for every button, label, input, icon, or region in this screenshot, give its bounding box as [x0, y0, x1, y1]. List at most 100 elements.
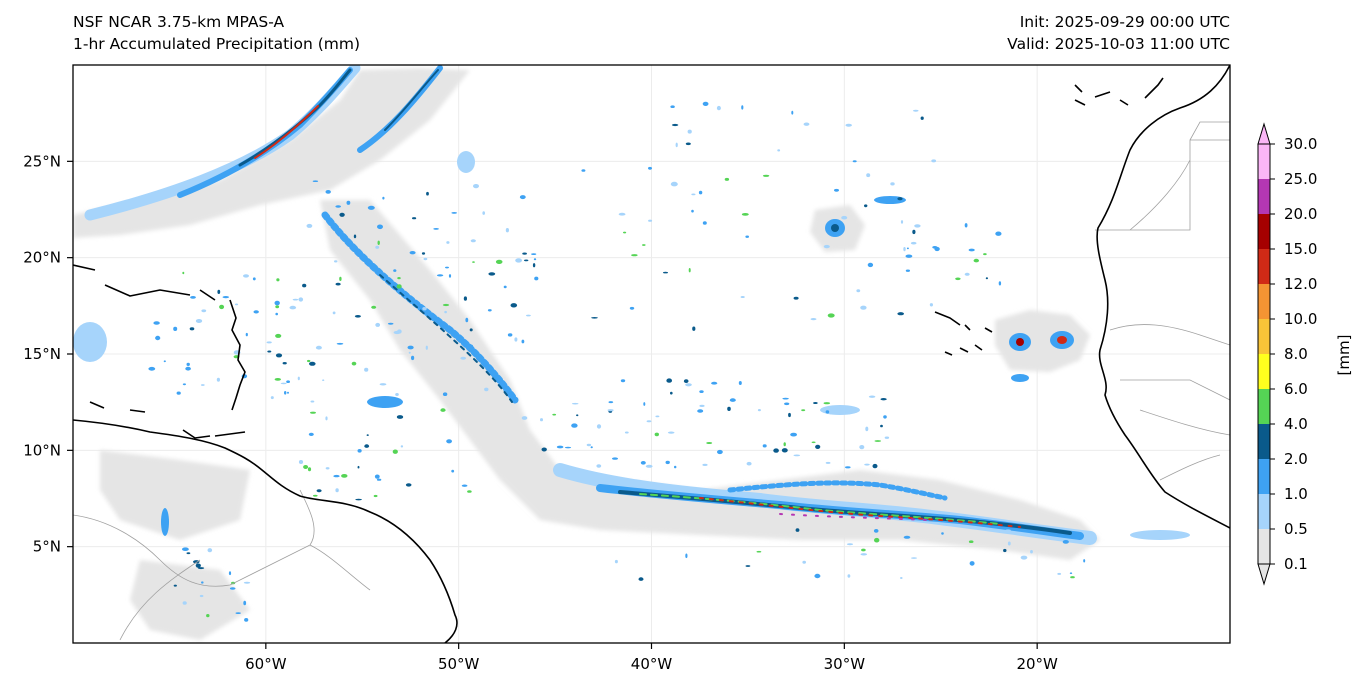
precip-speck: [377, 224, 383, 230]
precip-speck: [890, 182, 895, 186]
precip-speck: [201, 309, 207, 313]
precip-speck: [596, 424, 602, 429]
precip-speck: [469, 344, 474, 348]
precip-speck: [716, 105, 721, 111]
precip-speck: [880, 424, 883, 428]
precip-speck: [897, 197, 903, 201]
precip-speck: [307, 359, 311, 363]
precip-speck: [488, 272, 496, 276]
precip-speck: [339, 212, 345, 217]
precip-speck: [472, 261, 475, 263]
precip-speck: [746, 461, 752, 466]
precip-speck: [303, 465, 309, 469]
border-south-america: [73, 489, 371, 641]
precip-speck: [773, 448, 779, 453]
precip-speck: [514, 337, 518, 342]
precip-speck: [688, 268, 691, 273]
precip-speck: [310, 400, 315, 403]
precip-speck: [507, 333, 513, 337]
precip-speck: [631, 254, 638, 257]
precip-speck: [524, 259, 529, 262]
coastline-cape-verde: [934, 311, 993, 356]
precip-speck: [325, 416, 328, 421]
precip-speck: [911, 557, 917, 559]
map-plot-area: [73, 65, 1230, 643]
precip-speck: [267, 350, 272, 353]
precip-speck: [788, 412, 791, 418]
precip-speck: [571, 423, 578, 428]
precip-speck: [364, 444, 370, 448]
precip-speck: [375, 245, 380, 249]
precip-speck: [245, 332, 248, 337]
colorbar-tick-label: 20.0: [1284, 205, 1317, 223]
precip-speck: [868, 395, 876, 398]
map-title-right: Init: 2025-09-29 00:00 UTC Valid: 2025-1…: [1007, 11, 1230, 55]
precip-speck: [903, 535, 911, 539]
precip-speck: [307, 467, 312, 472]
precip-cell: [457, 151, 475, 173]
precip-speck: [608, 401, 614, 404]
precip-speck: [845, 123, 852, 127]
precip-speck: [400, 445, 404, 448]
coastlines: [73, 65, 1230, 643]
precip-speck: [322, 379, 325, 382]
precip-speck: [790, 432, 797, 437]
precip-speck: [252, 277, 256, 281]
precip-speck: [783, 442, 786, 447]
precip-speck: [815, 444, 821, 449]
precip-speck: [531, 253, 537, 256]
precip-speck: [308, 432, 314, 436]
precip-speck: [699, 390, 704, 393]
precip-speck: [691, 209, 694, 213]
precip-speck: [860, 553, 868, 556]
precip-speck: [407, 345, 414, 350]
precip-cell: [1016, 338, 1024, 346]
precip-speck: [244, 618, 249, 622]
precip-speck: [444, 310, 447, 314]
precip-speck: [914, 224, 921, 228]
precip-speck: [176, 391, 181, 395]
precip-speck: [298, 297, 304, 302]
precip-speck: [243, 274, 249, 278]
precip-speck: [813, 402, 818, 404]
precip-speck: [777, 149, 781, 152]
colorbar-segment: [1258, 494, 1270, 529]
precip-cell: [367, 396, 403, 408]
precip-speck: [274, 300, 280, 306]
precip-speck: [280, 382, 287, 385]
precip-cell: [820, 405, 860, 415]
precip-speck: [182, 547, 189, 551]
colorbar-segment: [1258, 249, 1270, 284]
precip-speck: [654, 432, 659, 437]
precip-speck: [366, 434, 369, 436]
precip-speck: [969, 561, 975, 566]
precip-speck: [222, 296, 230, 299]
colorbar-tick-label: 30.0: [1284, 135, 1317, 153]
precip-speck: [503, 285, 507, 289]
precip-speck: [612, 457, 618, 460]
colorbar-tick-label: 0.1: [1284, 555, 1308, 573]
precip-speck: [217, 289, 221, 294]
precip-speck: [670, 181, 678, 187]
precip-speck: [762, 444, 767, 448]
precip-speck: [738, 381, 742, 385]
precip-speck: [671, 123, 679, 127]
precip-speck: [306, 223, 313, 228]
precip-speck: [697, 409, 704, 413]
precip-speck: [467, 490, 472, 493]
precip-speck: [741, 105, 744, 110]
precip-speck: [998, 281, 1002, 286]
colorbar-tick-label: 10.0: [1284, 310, 1317, 328]
precip-speck: [912, 229, 916, 235]
precip-speck: [470, 239, 476, 243]
colorbar-tick-label: 8.0: [1284, 345, 1308, 363]
precip-speck: [810, 318, 817, 321]
precip-speck: [586, 443, 592, 447]
model-name: NSF NCAR 3.75-km MPAS-A: [73, 13, 285, 31]
precip-speck: [521, 416, 528, 420]
precip-speck: [741, 213, 749, 216]
lat-tick-label: 20°N: [23, 249, 61, 267]
colorbar-tick-label: 6.0: [1284, 380, 1308, 398]
precip-speck: [699, 404, 705, 407]
precip-speck: [332, 311, 336, 315]
